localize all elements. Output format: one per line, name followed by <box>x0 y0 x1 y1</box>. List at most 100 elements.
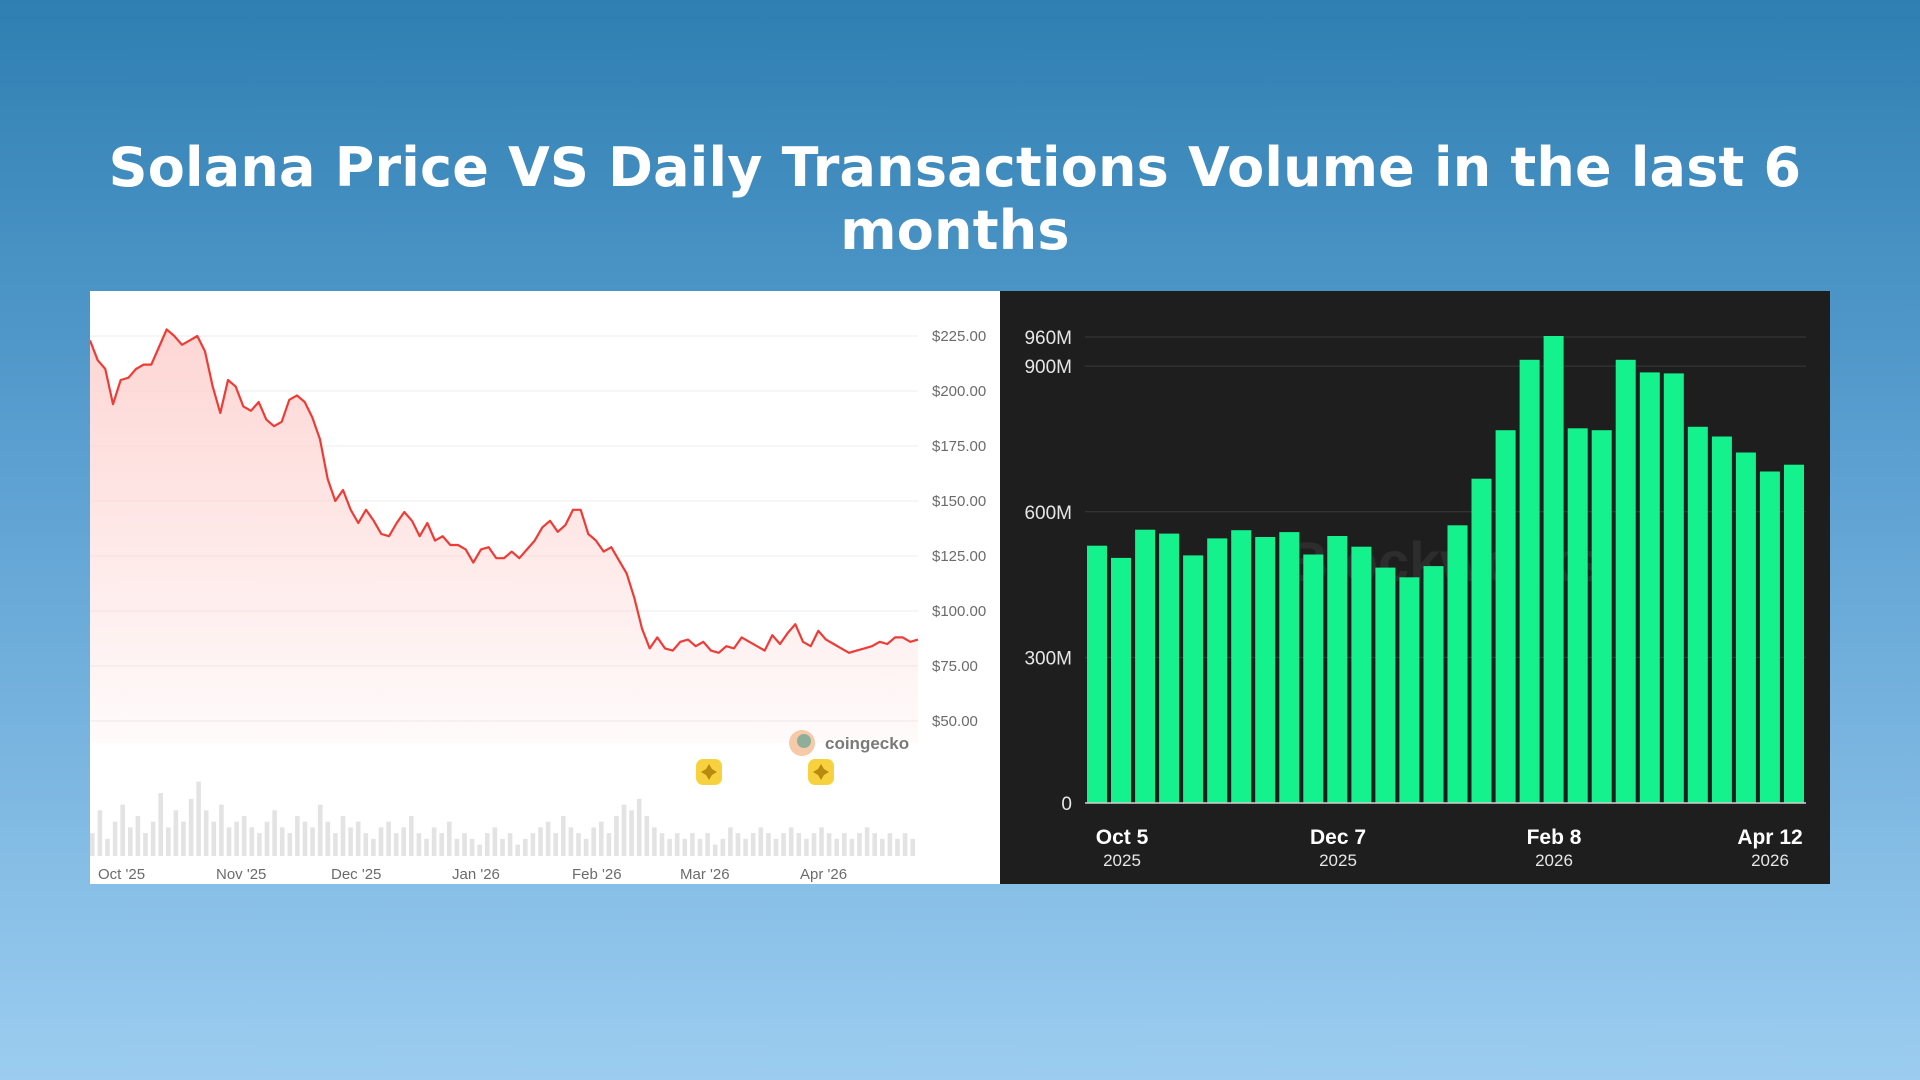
price-x-tick-label: Jan '26 <box>452 866 500 883</box>
tx-bar <box>1111 557 1131 803</box>
volume-bar <box>120 804 125 856</box>
volume-bar <box>872 833 877 856</box>
volume-bar <box>545 821 551 856</box>
volume-bar <box>819 827 824 856</box>
volume-bar <box>424 838 429 856</box>
tx-x-tick-year: 2025 <box>1103 851 1141 870</box>
tx-bar <box>1615 359 1636 803</box>
tx-bar <box>1735 452 1756 803</box>
tx-bar <box>1399 577 1420 803</box>
price-y-tick-label: $100.00 <box>932 603 986 620</box>
volume-bar <box>241 816 247 856</box>
volume-bar <box>439 833 444 856</box>
tx-bar <box>1495 430 1516 803</box>
volume-bar <box>371 838 376 856</box>
volume-bar <box>226 827 232 856</box>
volume-bar <box>621 804 627 856</box>
volume-bar <box>864 827 870 856</box>
tx-bar <box>1639 372 1660 803</box>
event-marker <box>808 759 834 785</box>
tx-bar <box>1519 359 1540 803</box>
volume-bar <box>735 833 741 856</box>
volume-bar <box>409 816 414 856</box>
volume-bar <box>599 821 604 856</box>
volume-bar <box>462 833 467 856</box>
tx-bar <box>1759 471 1780 803</box>
tx-x-tick-year: 2025 <box>1319 851 1357 870</box>
volume-bar <box>636 798 642 856</box>
volume-bar <box>485 833 490 856</box>
volume-bar <box>697 838 703 856</box>
volume-bar <box>340 816 346 856</box>
tx-bar <box>1567 428 1588 803</box>
volume-bar <box>766 833 771 856</box>
tx-x-tick-label: Feb 8 <box>1527 826 1582 849</box>
volume-bar <box>386 821 391 856</box>
volume-bar <box>128 827 133 856</box>
volume-bar <box>743 838 748 856</box>
volume-bar <box>826 833 832 856</box>
volume-bar <box>591 827 596 856</box>
volume-bar <box>211 821 217 856</box>
volume-bar <box>523 838 528 856</box>
volume-bar <box>219 804 224 856</box>
price-series-line <box>90 328 919 654</box>
tx-bar <box>1447 525 1468 803</box>
volume-bar <box>416 833 422 856</box>
volume-bar <box>355 821 361 856</box>
tx-bar <box>1207 538 1228 803</box>
volume-bar <box>378 827 384 856</box>
volume-bar <box>188 798 194 856</box>
volume-bar <box>712 844 718 856</box>
volume-bar <box>667 838 672 856</box>
volume-bar <box>902 833 908 856</box>
volume-bar <box>568 827 574 856</box>
price-y-tick-label: $200.00 <box>932 383 986 400</box>
volume-bar <box>431 827 437 856</box>
volume-bar <box>150 821 156 856</box>
tx-bar <box>1351 546 1372 803</box>
volume-bar <box>515 844 520 856</box>
volume-bar <box>576 833 581 856</box>
volume-bar <box>257 833 262 856</box>
volume-bar <box>181 821 186 856</box>
tx-bar <box>1231 530 1252 803</box>
tx-y-tick-label: 960M <box>1024 328 1072 349</box>
price-x-tick-label: Nov '25 <box>216 866 266 883</box>
volume-bar <box>652 827 657 856</box>
volume-bar <box>469 838 475 856</box>
coingecko-logo-eye <box>797 734 811 748</box>
volume-bar <box>279 827 285 856</box>
volume-bar <box>583 838 589 856</box>
price-y-tick-label: $225.00 <box>932 328 986 345</box>
volume-bar <box>682 838 688 856</box>
tx-y-tick-label: 600M <box>1024 503 1072 524</box>
volume-bar <box>773 838 779 856</box>
volume-bar <box>849 838 855 856</box>
sparkle-icon <box>701 764 717 780</box>
price-y-tick-label: $175.00 <box>932 438 986 455</box>
tx-bar <box>1663 373 1684 803</box>
volume-bar <box>720 838 726 856</box>
volume-bar <box>507 833 513 856</box>
volume-bar <box>857 833 862 856</box>
volume-bar <box>788 827 794 856</box>
price-x-tick-label: Mar '26 <box>680 866 730 883</box>
volume-bar <box>264 821 270 856</box>
tx-bar <box>1279 532 1300 803</box>
solana-price-chart: $225.00 $200.00 $175.00 $150.00 $125.00 $100.… <box>90 291 1000 884</box>
volume-bar <box>674 833 680 856</box>
volume-bar <box>606 833 612 856</box>
tx-bar <box>1087 545 1107 803</box>
tx-x-tick-year: 2026 <box>1751 851 1789 870</box>
tx-bar <box>1423 566 1444 803</box>
volume-bar <box>310 827 315 856</box>
volume-bar <box>363 833 369 856</box>
tx-bar <box>1183 555 1204 803</box>
volume-bar <box>538 827 543 856</box>
volume-bar <box>454 838 460 856</box>
page-title: Solana Price VS Daily Transactions Volum… <box>108 136 1802 262</box>
volume-bar <box>530 833 536 856</box>
volume-bar <box>325 821 331 856</box>
